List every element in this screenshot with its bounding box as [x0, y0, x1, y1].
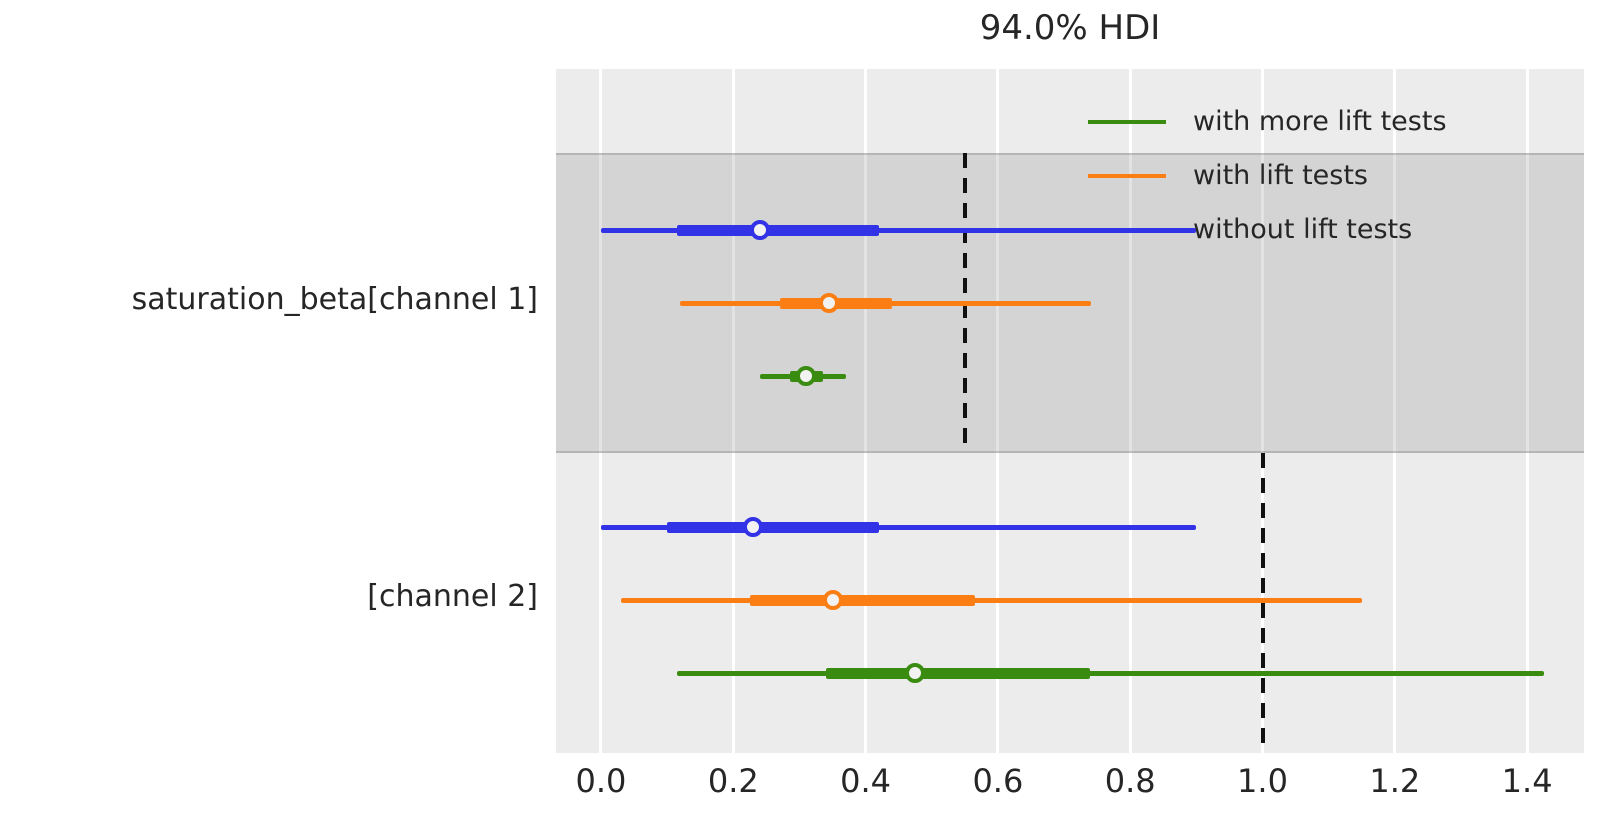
point-estimate-marker: [822, 590, 843, 610]
x-gridline: [996, 69, 1000, 753]
y-axis-label: [channel 2]: [367, 579, 538, 614]
x-gridline: [599, 69, 603, 753]
hdi-inner-line-with-more-lift-tests: [825, 667, 1091, 679]
x-tick-label: 1.2: [1369, 762, 1421, 800]
x-gridline: [1393, 69, 1397, 753]
x-tick-label: 0.6: [972, 762, 1024, 800]
hdi-inner-line-without-lift-tests: [677, 224, 879, 236]
x-tick-label: 0.0: [575, 762, 627, 800]
plot-area: [556, 69, 1584, 753]
plot-title: 94.0% HDI: [979, 8, 1161, 48]
legend-item-label: with lift tests: [1193, 160, 1368, 191]
hdi-outer-line-with-more-lift-tests: [677, 670, 1544, 676]
legend-item: with lift tests: [1088, 158, 1568, 194]
x-gridline: [1525, 69, 1529, 753]
x-tick-label: 0.4: [840, 762, 892, 800]
hdi-outer-line-without-lift-tests: [600, 227, 1197, 233]
legend-line-swatch: [1088, 174, 1166, 178]
x-gridline: [1128, 69, 1132, 753]
legend-item-label: without lift tests: [1193, 214, 1413, 245]
x-gridline: [731, 69, 735, 753]
legend-line-swatch: [1088, 228, 1166, 232]
hdi-inner-line-without-lift-tests: [667, 521, 879, 533]
y-axis-label: saturation_beta[channel 1]: [131, 282, 538, 317]
x-tick-label: 0.8: [1104, 762, 1156, 800]
x-gridline: [1261, 69, 1264, 753]
point-estimate-marker: [905, 663, 926, 683]
point-estimate-marker: [796, 366, 817, 386]
x-gridline: [864, 69, 868, 753]
point-estimate-marker: [749, 220, 770, 240]
x-tick-label: 1.0: [1237, 762, 1288, 800]
legend-item: with more lift tests: [1088, 104, 1568, 140]
legend-item: without lift tests: [1088, 212, 1568, 248]
x-tick-label: 0.2: [707, 762, 759, 800]
legend-line-swatch: [1088, 120, 1166, 124]
hdi-inner-line-with-lift-tests: [749, 594, 975, 606]
point-estimate-marker: [819, 293, 840, 313]
point-estimate-marker: [743, 517, 764, 537]
x-tick-label: 1.4: [1501, 762, 1553, 800]
legend-item-label: with more lift tests: [1193, 106, 1447, 137]
hdi-outer-line-without-lift-tests: [600, 524, 1197, 530]
reference-dashed-line: [1260, 453, 1265, 753]
hdi-outer-line-with-lift-tests: [620, 597, 1362, 603]
